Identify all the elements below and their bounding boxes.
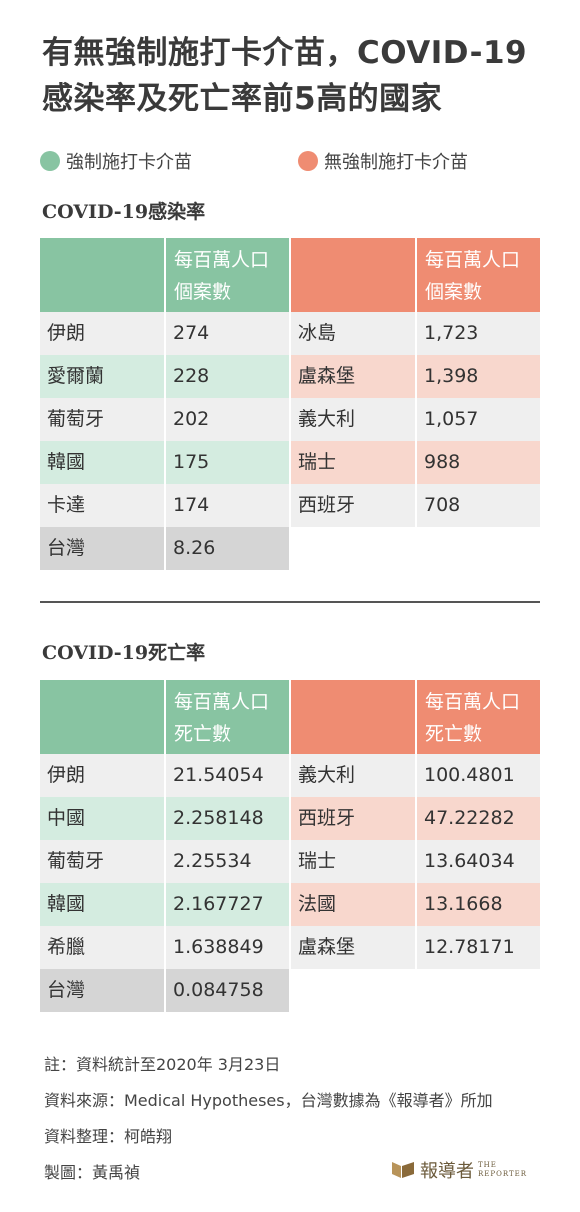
- infection-header-left-text: 每百萬人口 個案數: [174, 244, 292, 308]
- death-mandatory-country: 伊朗: [40, 754, 164, 797]
- death-header-separator: [289, 680, 291, 754]
- death-header-right-blank: [291, 680, 415, 754]
- death-non-mandatory-value: 100.4801: [417, 754, 540, 797]
- death-non-mandatory-value: 13.1668: [417, 883, 540, 926]
- infection-mandatory-value: 228: [166, 355, 289, 398]
- death-header-right-line1: 每百萬人口: [425, 691, 521, 713]
- infection-mandatory-value: 202: [166, 398, 289, 441]
- legend-non-mandatory-label: 無強制施打卡介苗: [324, 152, 468, 173]
- infection-non-mandatory-country: 冰島: [291, 312, 415, 355]
- note-date: 註：資料統計至2020年 3月23日: [44, 1055, 281, 1074]
- note-graphic: 製圖：黃禹禎: [44, 1163, 141, 1182]
- infection-header-right: 每百萬人口 個案數: [417, 238, 540, 312]
- legend-mandatory: 強制施打卡介苗: [40, 148, 192, 174]
- infection-header-right-line1: 每百萬人口: [425, 249, 521, 271]
- infection-mandatory-country: 愛爾蘭: [40, 355, 164, 398]
- death-non-mandatory-value: 47.22282: [417, 797, 540, 840]
- death-header-right: 每百萬人口 死亡數: [417, 680, 540, 754]
- infection-header-left-line1: 每百萬人口: [174, 249, 270, 271]
- infection-mandatory-value: 175: [166, 441, 289, 484]
- legend-mandatory-label: 強制施打卡介苗: [66, 152, 192, 173]
- infection-mandatory-value: 274: [166, 312, 289, 355]
- infection-mandatory-country: 韓國: [40, 441, 164, 484]
- death-mandatory-country: 希臘: [40, 926, 164, 969]
- infection-mandatory-value: 8.26: [166, 527, 289, 570]
- reporter-logo-name: 報導者: [420, 1161, 474, 1182]
- death-non-mandatory-country: 盧森堡: [291, 926, 415, 969]
- infection-non-mandatory-value: 708: [417, 484, 540, 527]
- death-section-title: COVID-19死亡率: [42, 642, 206, 664]
- infection-table: 每百萬人口 個案數 每百萬人口 個案數 伊朗 274 冰島 1,723 愛爾蘭 228 盧森…: [40, 238, 540, 572]
- infection-header-left-line2: 個案數: [174, 281, 232, 303]
- death-mandatory-country: 中國: [40, 797, 164, 840]
- death-mandatory-value: 2.167727: [166, 883, 289, 926]
- infection-non-mandatory-country: 盧森堡: [291, 355, 415, 398]
- infection-header-right-blank: [291, 238, 415, 312]
- reporter-logo-sub1: THE: [478, 1161, 497, 1169]
- death-mandatory-value: 2.258148: [166, 797, 289, 840]
- reporter-logo-sub: THE REPORTER: [478, 1161, 527, 1179]
- infection-header-separator: [289, 238, 291, 312]
- death-header-left-blank: [40, 680, 164, 754]
- infection-non-mandatory-country: 瑞士: [291, 441, 415, 484]
- death-table: 每百萬人口 死亡數 每百萬人口 死亡數 伊朗 21.54054 義大利 100.480…: [40, 680, 540, 1014]
- infection-mandatory-country: 伊朗: [40, 312, 164, 355]
- death-mandatory-value: 1.638849: [166, 926, 289, 969]
- orange-dot-icon: [298, 151, 318, 171]
- reporter-logo-sub2: REPORTER: [478, 1170, 528, 1178]
- infection-mandatory-country: 台灣: [40, 527, 164, 570]
- death-mandatory-value: 0.084758: [166, 969, 289, 1012]
- death-non-mandatory-value: 12.78171: [417, 926, 540, 969]
- legend-non-mandatory: 無強制施打卡介苗: [298, 148, 468, 174]
- infection-header-right-text: 每百萬人口 個案數: [425, 244, 543, 308]
- death-non-mandatory-country: 義大利: [291, 754, 415, 797]
- section-divider: [40, 601, 540, 603]
- death-header-right-text: 每百萬人口 死亡數: [425, 686, 543, 750]
- infection-mandatory-value: 174: [166, 484, 289, 527]
- death-mandatory-country: 台灣: [40, 969, 164, 1012]
- infection-non-mandatory-country: 義大利: [291, 398, 415, 441]
- infection-mandatory-country: 葡萄牙: [40, 398, 164, 441]
- infection-header-left: 每百萬人口 個案數: [166, 238, 289, 312]
- infection-section-title: COVID-19感染率: [42, 201, 206, 223]
- death-header-right-line2: 死亡數: [425, 723, 483, 745]
- death-mandatory-value: 2.25534: [166, 840, 289, 883]
- death-header-left: 每百萬人口 死亡數: [166, 680, 289, 754]
- infection-header-right-line2: 個案數: [425, 281, 483, 303]
- infection-mandatory-country: 卡達: [40, 484, 164, 527]
- reporter-logo: 報導者 THE REPORTER: [392, 1156, 527, 1184]
- infection-non-mandatory-value: 988: [417, 441, 540, 484]
- infection-non-mandatory-value: 1,723: [417, 312, 540, 355]
- death-mandatory-country: 葡萄牙: [40, 840, 164, 883]
- reporter-logo-icon: [392, 1162, 414, 1178]
- note-source: 資料來源：Medical Hypotheses，台灣數據為《報導者》所加: [44, 1091, 493, 1110]
- page-title: 有無強制施打卡介苗，COVID-19感染率及死亡率前5高的國家: [42, 35, 528, 117]
- note-compiled: 資料整理：柯皓翔: [44, 1127, 173, 1146]
- infection-header-left-blank: [40, 238, 164, 312]
- death-non-mandatory-value: 13.64034: [417, 840, 540, 883]
- infection-non-mandatory-country: 西班牙: [291, 484, 415, 527]
- death-non-mandatory-country: 西班牙: [291, 797, 415, 840]
- death-non-mandatory-country: 瑞士: [291, 840, 415, 883]
- green-dot-icon: [40, 151, 60, 171]
- death-non-mandatory-country: 法國: [291, 883, 415, 926]
- death-mandatory-value: 21.54054: [166, 754, 289, 797]
- death-mandatory-country: 韓國: [40, 883, 164, 926]
- infection-non-mandatory-value: 1,398: [417, 355, 540, 398]
- death-header-left-line2: 死亡數: [174, 723, 232, 745]
- death-header-left-text: 每百萬人口 死亡數: [174, 686, 292, 750]
- death-header-left-line1: 每百萬人口: [174, 691, 270, 713]
- infection-non-mandatory-value: 1,057: [417, 398, 540, 441]
